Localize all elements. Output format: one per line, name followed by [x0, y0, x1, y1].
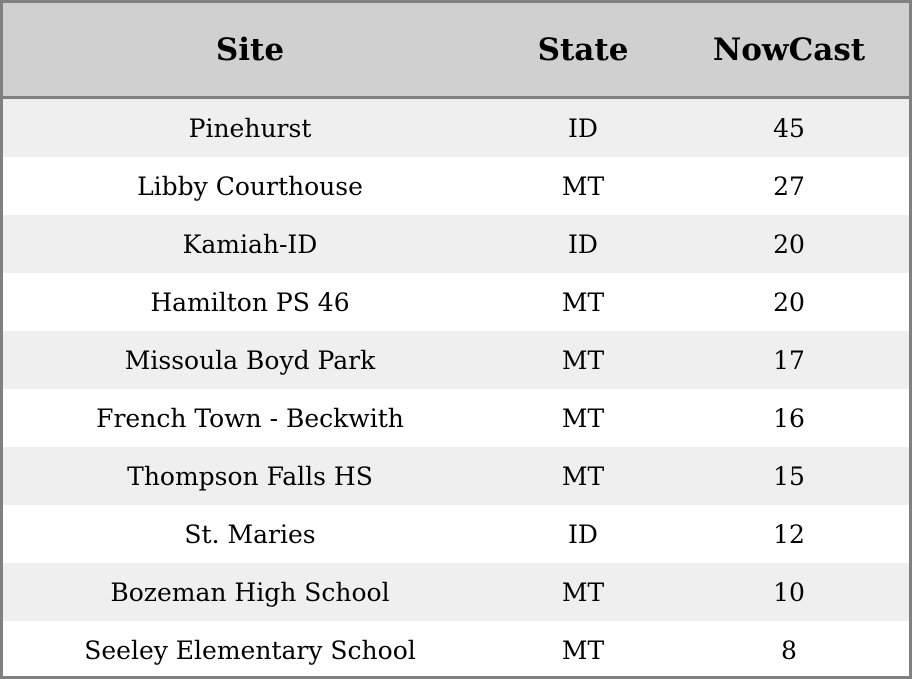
header-site: Site [3, 3, 497, 99]
cell-state: MT [561, 287, 605, 317]
cell-state: MT [497, 563, 669, 621]
cell-nowcast: 8 [781, 635, 797, 665]
cell-state: MT [497, 447, 669, 505]
table-row: Thompson Falls HS MT 15 [3, 447, 909, 505]
table-row: French Town - Beckwith MT 16 [3, 389, 909, 447]
header-state: State [497, 3, 669, 99]
cell-nowcast: 17 [669, 331, 909, 389]
cell-nowcast: 16 [773, 403, 805, 433]
table-row: Missoula Boyd Park MT 17 [3, 331, 909, 389]
cell-state: MT [561, 403, 605, 433]
table-row: Seeley Elementary School MT 8 [3, 621, 909, 679]
cell-nowcast: 20 [773, 287, 805, 317]
cell-site: Bozeman High School [3, 563, 497, 621]
cell-nowcast: 10 [669, 563, 909, 621]
nowcast-table: Site State NowCast Pinehurst ID 45 Libby Co… [3, 3, 909, 679]
cell-site: Pinehurst [3, 97, 497, 157]
table-row: Libby Courthouse MT 27 [3, 157, 909, 215]
cell-site: French Town - Beckwith [96, 403, 404, 433]
cell-nowcast: 45 [669, 97, 909, 157]
cell-site: Missoula Boyd Park [3, 331, 497, 389]
cell-state: ID [568, 519, 598, 549]
cell-site: Libby Courthouse [137, 171, 363, 201]
cell-state: ID [497, 97, 669, 157]
header-nowcast: NowCast [669, 3, 909, 99]
cell-site: St. Maries [184, 519, 316, 549]
cell-state: MT [561, 171, 605, 201]
cell-site: Hamilton PS 46 [150, 287, 350, 317]
table-row: Pinehurst ID 45 [3, 97, 909, 157]
cell-site: Seeley Elementary School [84, 635, 416, 665]
cell-nowcast: 27 [773, 171, 805, 201]
cell-site: Thompson Falls HS [3, 447, 497, 505]
table-row: St. Maries ID 12 [3, 505, 909, 563]
header-row: Site State NowCast [3, 3, 909, 99]
table-row: Kamiah-ID ID 20 [3, 215, 909, 273]
cell-state: ID [497, 215, 669, 273]
table-row: Bozeman High School MT 10 [3, 563, 909, 621]
cell-nowcast: 12 [773, 519, 805, 549]
cell-nowcast: 15 [669, 447, 909, 505]
cell-state: MT [497, 331, 669, 389]
table-body: Pinehurst ID 45 Libby Courthouse MT 27 Kamiah-… [3, 97, 909, 679]
cell-site: Kamiah-ID [3, 215, 497, 273]
table-row: Hamilton PS 46 MT 20 [3, 273, 909, 331]
cell-nowcast: 20 [669, 215, 909, 273]
cell-state: MT [561, 635, 605, 665]
